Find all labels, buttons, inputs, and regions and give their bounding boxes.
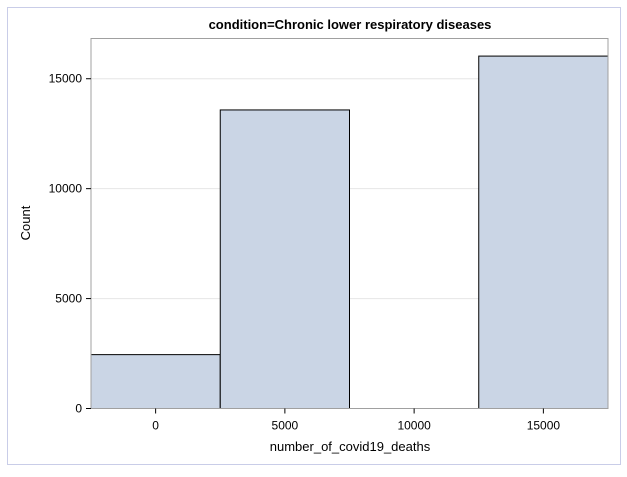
y-tick-label: 10000 xyxy=(49,182,83,196)
y-axis: 0 5000 10000 15000 xyxy=(49,72,91,416)
y-tick-label: 5000 xyxy=(55,292,82,306)
y-axis-label: Count xyxy=(18,205,33,240)
x-tick-label: 0 xyxy=(152,419,159,433)
x-axis-label: number_of_covid19_deaths xyxy=(270,439,431,454)
x-tick-label: 5000 xyxy=(272,419,299,433)
chart-title: condition=Chronic lower respiratory dise… xyxy=(209,17,492,32)
bars-group xyxy=(90,55,609,409)
plot-area-border xyxy=(90,38,609,409)
y-tick-label: 0 xyxy=(75,402,82,416)
x-axis: 0 5000 10000 15000 xyxy=(152,408,561,433)
histogram-bar xyxy=(219,109,350,409)
histogram-bar xyxy=(90,354,221,409)
x-tick-label: 10000 xyxy=(397,419,431,433)
histogram-bar xyxy=(478,55,609,409)
y-tick-label: 15000 xyxy=(49,72,83,86)
x-tick-label: 15000 xyxy=(527,419,561,433)
